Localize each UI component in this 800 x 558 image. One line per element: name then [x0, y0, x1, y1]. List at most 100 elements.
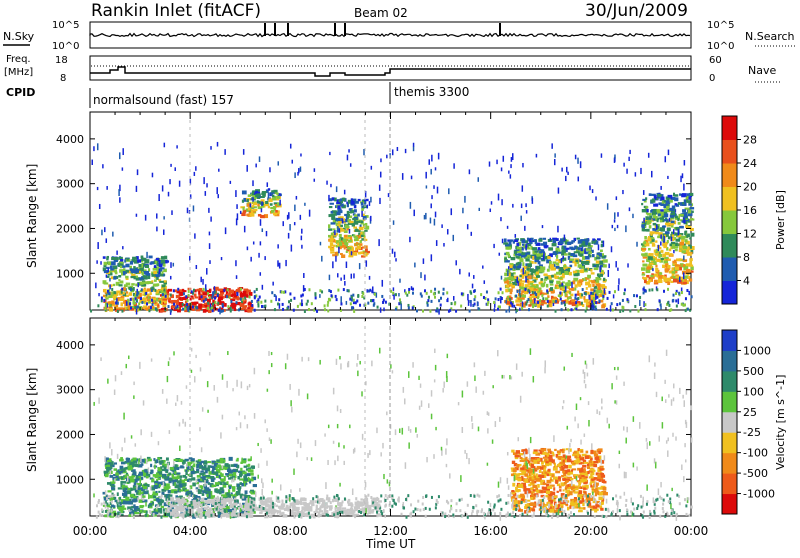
ground-cell [564, 293, 566, 296]
ground-cell [212, 309, 214, 312]
data-cell [344, 246, 346, 250]
ground-cell [474, 303, 476, 306]
data-cell [658, 213, 661, 215]
ground-cell [207, 292, 209, 295]
scatter-cell [405, 149, 407, 153]
freq-line [90, 67, 691, 76]
scatter-cell [683, 272, 685, 279]
data-cell [643, 241, 646, 244]
data-cell [153, 284, 157, 287]
data-cell [578, 510, 583, 512]
data-cell [330, 198, 333, 201]
data-cell [355, 249, 357, 251]
data-cell [654, 280, 658, 284]
ground-cell [619, 310, 621, 313]
data-cell [120, 266, 122, 269]
data-cell [562, 450, 565, 453]
data-cell [251, 465, 254, 467]
ground-cell [532, 291, 534, 294]
ground-cell [596, 296, 598, 299]
data-cell [143, 484, 147, 487]
scatter-cell [467, 224, 469, 229]
data-cell [154, 485, 158, 489]
data-cell [541, 304, 544, 306]
data-cell [150, 261, 154, 264]
data-cell [177, 475, 180, 479]
data-cell [559, 284, 564, 286]
data-cell [118, 487, 122, 489]
data-cell [643, 277, 647, 279]
ground-cell [592, 292, 594, 295]
data-cell [122, 265, 126, 267]
ground-cell [469, 290, 471, 293]
ground-cell [261, 305, 263, 308]
data-cell [144, 491, 147, 493]
data-cell [550, 284, 554, 286]
data-cell [596, 509, 599, 511]
data-cell [592, 254, 595, 257]
scatter-cell [236, 275, 238, 279]
data-cell [556, 272, 559, 275]
scatter-cell [551, 143, 553, 148]
ground-cell [145, 292, 147, 295]
data-cell [120, 481, 122, 485]
ytick-label-1: 2000 [56, 222, 84, 235]
data-cell [569, 272, 572, 276]
ground-cell [254, 309, 256, 312]
scatter-cell [369, 276, 371, 280]
data-cell [117, 478, 119, 481]
data-cell [671, 242, 675, 244]
scatter-cell [623, 163, 625, 167]
ground-cell [329, 298, 331, 301]
ground-cell [606, 308, 608, 311]
data-cell [187, 479, 189, 482]
scatter-cell [262, 228, 264, 232]
scatter-cell [561, 258, 563, 263]
colorbar-tick-3: 16 [743, 204, 757, 217]
data-cell [600, 249, 603, 252]
ground-cell [416, 309, 418, 312]
ground-cell [446, 299, 448, 302]
scatter-cell [554, 153, 556, 157]
data-cell [346, 251, 348, 253]
ground-cell [315, 296, 317, 299]
ground-cell [314, 293, 316, 296]
data-cell [585, 485, 588, 489]
scatter-cell [519, 289, 521, 295]
scatter-cell [512, 204, 514, 208]
scatter-cell [330, 184, 332, 187]
scatter-cell [100, 261, 102, 265]
scatter-cell [261, 208, 263, 212]
data-cell [271, 190, 274, 192]
ground-cell [408, 291, 410, 294]
ground-cell [221, 310, 223, 313]
scatter-cell [627, 263, 629, 267]
ground-cell [474, 295, 476, 298]
data-cell [563, 489, 565, 491]
scatter-cell [532, 198, 534, 204]
data-cell [247, 199, 249, 202]
scatter-cell [500, 217, 502, 221]
freq-tick-top: 18 [55, 55, 68, 66]
data-cell [352, 218, 357, 220]
ground-cell [427, 299, 429, 302]
data-cell [684, 199, 686, 203]
ground-cell [217, 294, 219, 297]
scatter-cell [253, 241, 255, 244]
data-cell [538, 247, 541, 250]
data-cell [525, 258, 529, 261]
data-cell [584, 462, 588, 464]
scatter-cell [195, 166, 197, 171]
data-cell [586, 287, 588, 290]
scatter-cell [409, 237, 411, 242]
ground-cell [567, 297, 569, 300]
data-cell [648, 279, 651, 282]
data-cell [219, 490, 222, 494]
data-cell [587, 466, 590, 469]
data-cell [277, 196, 280, 199]
data-cell [515, 473, 519, 476]
scatter-cell [622, 190, 624, 194]
data-cell [232, 486, 236, 489]
ground-cell [256, 288, 258, 291]
